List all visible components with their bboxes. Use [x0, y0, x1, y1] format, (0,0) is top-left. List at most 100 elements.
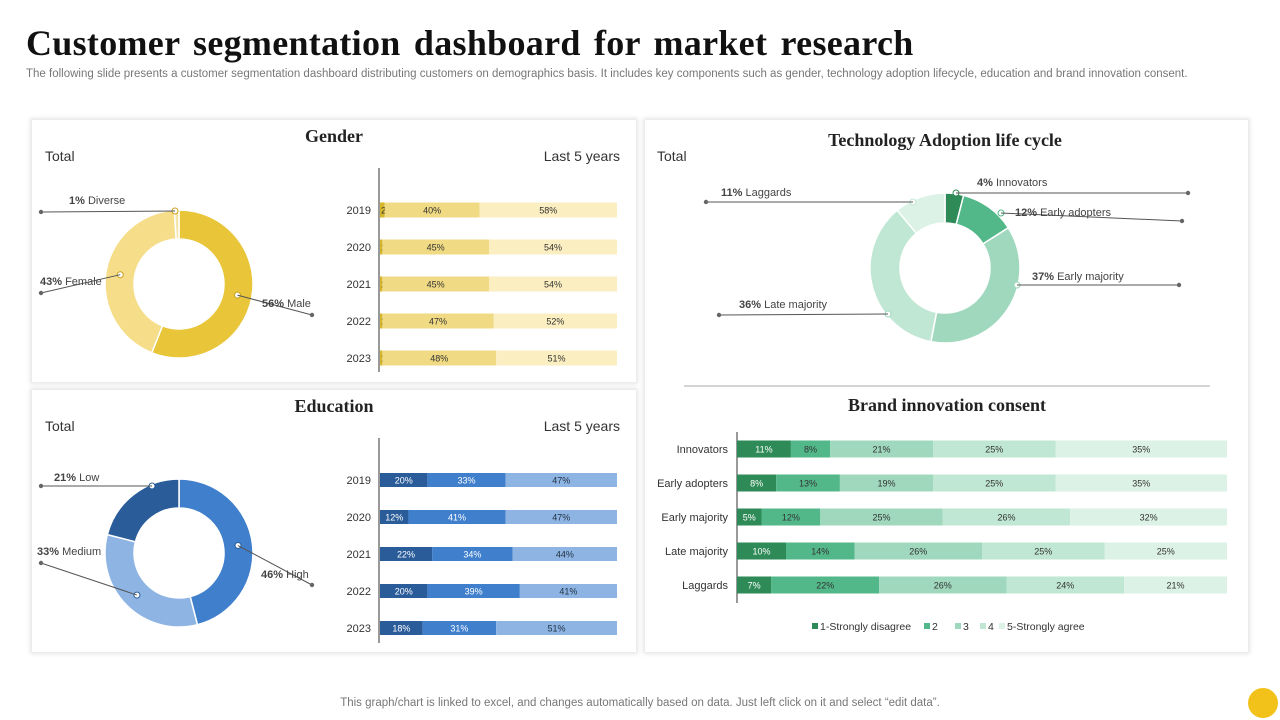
brand-legend-swatch — [980, 623, 986, 629]
education-bars-bar — [380, 621, 423, 635]
brand-bar — [1124, 576, 1227, 594]
tech-donut-data-label: 36% Late majority — [739, 299, 828, 311]
education-bars-bar — [380, 473, 428, 487]
education-bars-bar — [505, 510, 617, 524]
education-bars-tick-label: 2019 — [347, 475, 371, 487]
brand-bar-label: 8% — [750, 479, 763, 489]
gender-bars-bar-label: 54% — [544, 243, 562, 253]
brand-tick-label: Early adopters — [657, 478, 728, 490]
gender-bars-bar — [380, 350, 383, 366]
brand-bar-label: 7% — [748, 581, 761, 591]
brand-bar — [737, 474, 777, 492]
brand-bar — [737, 440, 791, 458]
brand-legend-label: 2 — [932, 621, 938, 633]
tech-donut-leader-end — [716, 312, 722, 318]
tech-donut-data-label: 12% Early adopters — [1015, 207, 1112, 219]
page-title: Customer segmentation dashboard for mark… — [26, 23, 914, 63]
education-bars-tick-label: 2022 — [347, 586, 371, 598]
brand-legend-label: 1-Strongly disagree — [820, 621, 911, 633]
education-bars-bar — [422, 621, 497, 635]
brand-bar — [933, 474, 1056, 492]
brand-bar-label: 11% — [755, 445, 772, 455]
education-bars-bar-label: 12% — [385, 513, 403, 523]
education-bars-bar-label: 41% — [559, 587, 577, 597]
tech-donut-leader-end — [1179, 218, 1185, 224]
tech-chart-title: Technology Adoption life cycle — [828, 130, 1062, 150]
brand-bar-label: 21% — [873, 445, 891, 455]
education-bars-bar — [408, 510, 506, 524]
education-donut-leader-line — [40, 562, 138, 596]
gender-donut-leader-end — [309, 312, 315, 318]
education-bars-bar — [380, 584, 428, 598]
education-donut-slice-medium — [104, 533, 199, 628]
brand-legend-label: 5-Strongly agree — [1007, 621, 1085, 633]
education-bars-bar — [512, 547, 617, 561]
education-bars-tick-label: 2021 — [347, 549, 371, 561]
education-bars-bar-label: 33% — [457, 476, 475, 486]
brand-bar — [942, 508, 1071, 526]
education-bars-bar-label: 34% — [463, 550, 481, 560]
gender-bars-tick-label: 2022 — [347, 316, 371, 328]
tech-donut-leader-end — [703, 199, 709, 205]
gender-donut-data-label: 56% Male — [262, 298, 311, 310]
education-total-label: Total — [45, 418, 75, 434]
tech-donut-leader-end — [1185, 190, 1191, 196]
education-bars-bar — [432, 547, 513, 561]
brand-legend-swatch — [955, 623, 961, 629]
brand-bar — [771, 576, 880, 594]
brand-bar-label: 35% — [1132, 479, 1150, 489]
education-donut-slice-low — [106, 478, 180, 543]
brand-bar — [790, 440, 831, 458]
education-bars-bar-label: 39% — [465, 587, 483, 597]
gender-bars-bar-label: 45% — [427, 243, 445, 253]
education-bars-bar — [427, 584, 520, 598]
brand-bar — [879, 576, 1007, 594]
brand-bar-label: 24% — [1056, 581, 1074, 591]
gender-chart-title: Gender — [305, 126, 363, 146]
gender-bars-bar — [380, 313, 383, 329]
brand-bar — [982, 542, 1105, 560]
gender-donut-leader-line — [40, 210, 176, 213]
gender-bars-bar — [489, 239, 617, 255]
gender-bars-bar — [479, 202, 617, 218]
education-donut-data-label: 21% Low — [54, 472, 99, 484]
gender-bars-bar — [489, 276, 617, 292]
gender-period-label: Last 5 years — [544, 148, 620, 164]
brand-bar-label: 26% — [909, 547, 927, 557]
gender-bars-bar-label: 58% — [539, 206, 557, 216]
brand-bar — [737, 542, 786, 560]
education-bars-bar-label: 47% — [552, 513, 570, 523]
brand-bar-label: 21% — [1167, 581, 1185, 591]
brand-bar — [854, 542, 982, 560]
gender-bars-bar — [380, 239, 383, 255]
brand-bar-label: 25% — [1034, 547, 1052, 557]
brand-bar — [761, 508, 821, 526]
education-bars-bar-label: 20% — [395, 476, 413, 486]
brand-legend-label: 4 — [988, 621, 994, 633]
brand-bar-label: 26% — [934, 581, 952, 591]
brand-bar-label: 35% — [1132, 445, 1150, 455]
education-donut-leader-line — [237, 545, 313, 586]
gender-bars-tick-label: 2020 — [347, 242, 371, 254]
tech-donut-data-label: 4% Innovators — [977, 177, 1048, 189]
education-period-label: Last 5 years — [544, 418, 620, 434]
education-chart-title: Education — [294, 396, 373, 416]
gender-bars-tick-label: 2021 — [347, 279, 371, 291]
brand-bar-label: 12% — [782, 513, 800, 523]
gender-donut-data-label: 43% Female — [40, 276, 102, 288]
brand-bar — [737, 508, 762, 526]
gender-bars-bar-label: 47% — [429, 317, 447, 327]
education-bars-bar — [496, 621, 617, 635]
brand-bar-label: 10% — [752, 547, 770, 557]
gender-bars-bar-label: 40% — [423, 206, 441, 216]
gender-bars-bar — [384, 202, 480, 218]
brand-bar-label: 22% — [816, 581, 834, 591]
brand-bar-label: 13% — [799, 479, 817, 489]
tech-donut-leader-line — [1000, 212, 1183, 222]
education-bars-bar — [380, 547, 433, 561]
gender-bars-bar — [380, 276, 383, 292]
brand-tick-label: Innovators — [677, 444, 729, 456]
gender-bars-bar — [382, 350, 497, 366]
education-donut-data-label: 33% Medium — [37, 546, 101, 558]
